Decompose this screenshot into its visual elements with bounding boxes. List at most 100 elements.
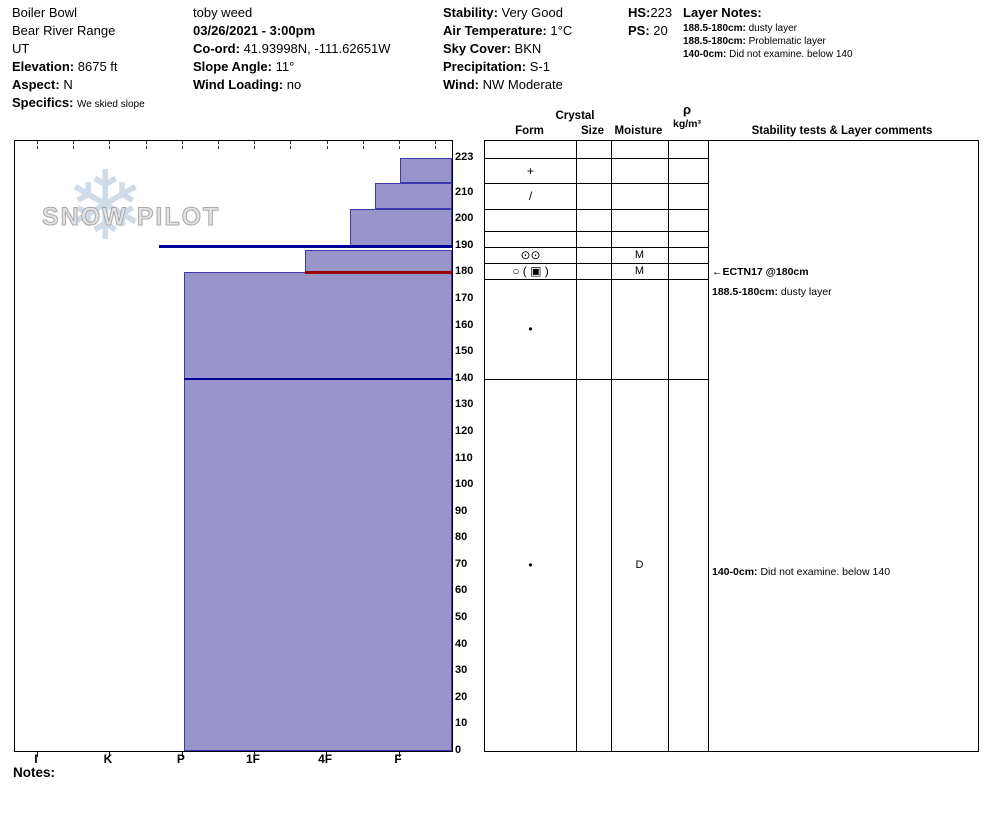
crystal-form-symbol: / bbox=[528, 188, 533, 203]
layer-comment: 140-0cm: Did not examine. below 140 bbox=[712, 566, 890, 578]
layer-note: 188.5-180cm: Problematic layer bbox=[683, 35, 853, 48]
layer-note: 188.5-180cm: dusty layer bbox=[683, 22, 853, 35]
hardness-tick bbox=[399, 752, 401, 757]
data-panel: + / ⊙⊙ M ○ ( ▣ ) M • • D ←ECTN17 @180cm 188.5-180c… bbox=[484, 140, 979, 752]
wind-loading-line: Wind Loading: no bbox=[193, 76, 391, 94]
depth-label: 50 bbox=[455, 611, 468, 623]
header-conditions: Stability: Very Good Air Temperature: 1°… bbox=[443, 4, 572, 94]
hardness-label: I bbox=[34, 752, 38, 766]
state: UT bbox=[12, 41, 30, 56]
slope-angle-line: Slope Angle: 11° bbox=[193, 58, 391, 76]
layer-row-line bbox=[485, 208, 708, 210]
layer-comment: ←ECTN17 @180cm bbox=[712, 266, 809, 278]
crystal-form-symbol: ⊙⊙ bbox=[520, 248, 541, 263]
coord-value: 41.93998N, -111.62651W bbox=[243, 41, 391, 56]
top-tick bbox=[435, 141, 437, 149]
wind-loading-value: no bbox=[286, 77, 302, 92]
density-unit-header: kg/m³ bbox=[672, 118, 701, 130]
wind-loading-label: Wind Loading: bbox=[193, 77, 284, 92]
layer-row-line bbox=[485, 247, 708, 249]
crystal-form-symbol: + bbox=[526, 163, 534, 178]
depth-label: 30 bbox=[455, 664, 468, 677]
moisture-value: M bbox=[634, 249, 645, 262]
comment-text: dusty layer bbox=[777, 286, 832, 299]
top-tick bbox=[254, 141, 256, 149]
elevation-line: Elevation: 8675 ft bbox=[12, 58, 145, 76]
snowflake-icon: ❄ bbox=[65, 153, 146, 260]
depth-label: 60 bbox=[455, 584, 468, 597]
layer-row-line bbox=[485, 183, 708, 185]
hardness-tick bbox=[36, 752, 38, 757]
depth-label: 200 bbox=[455, 212, 474, 225]
layer-bar bbox=[183, 378, 452, 751]
precip-line: Precipitation: S-1 bbox=[443, 58, 572, 76]
comment-text: Did not examine. below 140 bbox=[757, 565, 891, 578]
elevation-value: 8675 ft bbox=[77, 59, 118, 74]
elevation-label: Elevation: bbox=[12, 59, 75, 74]
notes-label: Notes: bbox=[13, 765, 56, 780]
hard-thin-layer-line bbox=[158, 244, 452, 248]
layer-boundary-line bbox=[183, 377, 452, 380]
depth-label: 70 bbox=[455, 557, 468, 570]
aspect-value: N bbox=[63, 77, 73, 92]
ps-label: PS: bbox=[628, 23, 650, 38]
top-tick bbox=[218, 141, 219, 149]
top-tick bbox=[145, 141, 147, 149]
layer-bar bbox=[350, 208, 452, 246]
wind-label: Wind: bbox=[443, 77, 479, 92]
layer-row-line bbox=[485, 378, 708, 380]
stability-value: Very Good bbox=[501, 5, 563, 20]
air-temp-label: Air Temperature: bbox=[443, 23, 547, 38]
hardness-label: 1F bbox=[245, 752, 260, 766]
ect-arrow-icon: ← bbox=[712, 266, 723, 279]
moisture-value: M bbox=[634, 265, 645, 278]
pit-name: Boiler Bowl bbox=[12, 5, 78, 20]
slope-angle-label: Slope Angle: bbox=[193, 59, 272, 74]
watermark-text: SNOW PILOT bbox=[41, 203, 221, 232]
depth-label: 210 bbox=[455, 185, 474, 198]
hardness-tick bbox=[109, 752, 110, 757]
top-tick bbox=[109, 141, 111, 149]
column-divider bbox=[708, 141, 709, 751]
depth-label: 223 bbox=[455, 151, 474, 163]
layer-note-label: 140-0cm: bbox=[683, 49, 727, 60]
depth-label: 110 bbox=[455, 451, 473, 464]
depth-label: 10 bbox=[455, 717, 468, 730]
hardness-plot: ❄ SNOW PILOT bbox=[14, 140, 453, 757]
air-temp-line: Air Temperature: 1°C bbox=[443, 22, 572, 40]
depth-label: 20 bbox=[455, 690, 468, 703]
depth-label: 160 bbox=[455, 318, 474, 331]
layer-row-line bbox=[485, 231, 708, 233]
stability-line: Stability: Very Good bbox=[443, 4, 572, 22]
density-header: ρ bbox=[682, 102, 692, 117]
moisture-value: D bbox=[635, 558, 644, 571]
aspect-label: Aspect: bbox=[12, 77, 60, 92]
coord-label: Co-ord: bbox=[193, 41, 240, 56]
hs-value: 223 bbox=[650, 5, 673, 20]
top-tick bbox=[181, 141, 183, 149]
depth-label: 40 bbox=[455, 637, 468, 650]
layer-bar bbox=[400, 158, 452, 184]
layer-note: 140-0cm: Did not examine. below 140 bbox=[683, 48, 853, 61]
problematic-layer-line bbox=[305, 270, 452, 274]
crystal-form-symbol: • bbox=[528, 321, 533, 336]
specifics-value: We skied slope bbox=[77, 99, 145, 110]
crystal-header: Crystal bbox=[555, 110, 595, 122]
hardness-label: F bbox=[394, 752, 402, 766]
header-hs-ps: HS:223 PS: 20 bbox=[628, 4, 672, 40]
layer-notes-title: Layer Notes: bbox=[683, 5, 762, 20]
comment-label: ECTN17 @180cm bbox=[722, 266, 809, 279]
layer-note-text: Problematic layer bbox=[748, 36, 826, 47]
ps-line: PS: 20 bbox=[628, 22, 672, 40]
hs-label: HS: bbox=[628, 5, 651, 20]
stability-label: Stability: bbox=[443, 5, 498, 20]
hardness-tick bbox=[181, 752, 183, 757]
comment-label: 188.5-180cm: bbox=[712, 286, 778, 299]
hardness-label: P bbox=[176, 752, 185, 766]
depth-label: 0 bbox=[455, 744, 462, 756]
layer-row-line bbox=[485, 158, 708, 159]
layer-note-label: 188.5-180cm: bbox=[683, 36, 746, 47]
sky-cover-value: BKN bbox=[514, 41, 542, 56]
layer-note-text: Did not examine. below 140 bbox=[729, 49, 853, 60]
top-tick bbox=[36, 141, 38, 149]
